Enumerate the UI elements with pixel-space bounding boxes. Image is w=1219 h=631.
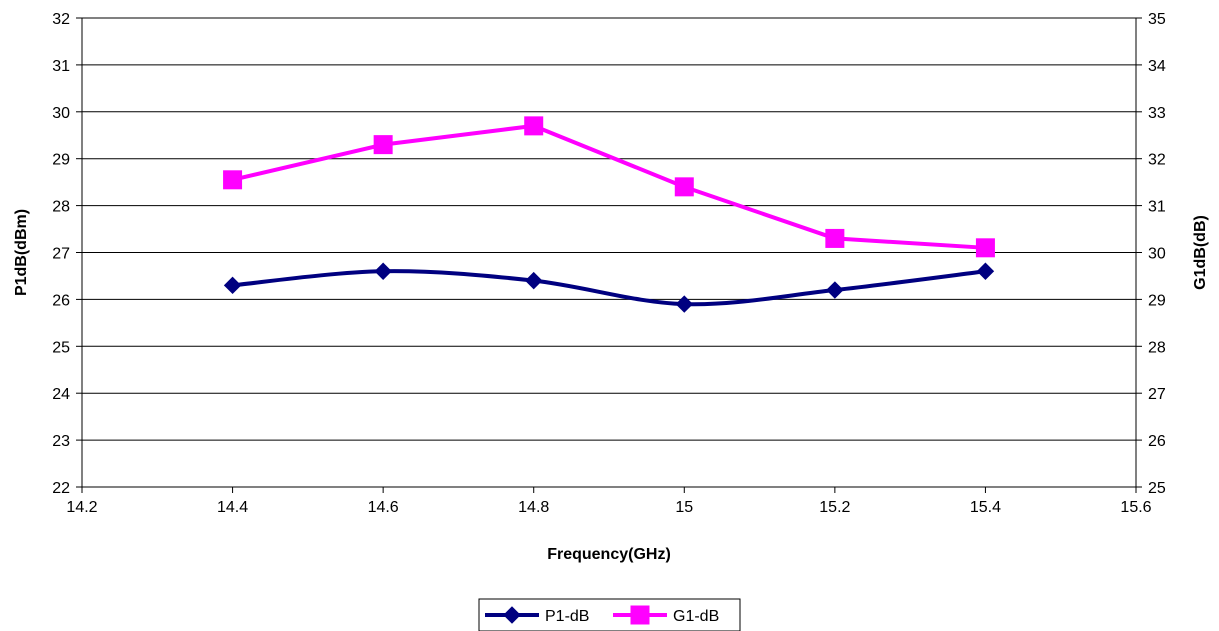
x-tick-label: 15.2	[819, 499, 850, 516]
y-axis-right: 25 26 27 28 29 30 31 32 33 34 35	[1136, 11, 1166, 497]
x-tick-label: 14.4	[217, 499, 248, 516]
data-point-g1-db	[223, 170, 243, 190]
x-tick-label: 15	[675, 499, 693, 516]
data-point-p1-db	[223, 276, 242, 295]
x-tick-label: 14.2	[66, 499, 97, 516]
y2-tick-label: 27	[1148, 386, 1166, 403]
x-tick-label: 14.6	[368, 499, 399, 516]
y2-tick-label: 35	[1148, 11, 1166, 28]
y-tick-label: 30	[52, 105, 70, 122]
y-axis-left-title: P1dB(dBm)	[13, 209, 30, 296]
y-tick-label: 31	[52, 58, 70, 75]
data-point-g1-db	[373, 135, 393, 155]
legend-label-p1-db: P1-dB	[545, 608, 589, 625]
y2-tick-label: 33	[1148, 105, 1166, 122]
data-point-p1-db	[675, 295, 693, 313]
x-axis: 14.2 14.4 14.6 14.8 15 15.2 15.4 15.6	[66, 487, 1152, 516]
y2-tick-label: 31	[1148, 199, 1166, 216]
y-tick-label: 22	[52, 480, 70, 497]
y-tick-label: 29	[52, 152, 70, 169]
y-tick-label: 23	[52, 433, 70, 450]
series-line-g1-db	[232, 123, 986, 250]
legend-marker-p1-db	[503, 606, 521, 624]
series-layer	[223, 116, 995, 313]
y-tick-label: 24	[52, 386, 70, 403]
y-tick-label: 25	[52, 339, 70, 356]
x-tick-label: 15.6	[1120, 499, 1151, 516]
data-point-p1-db	[826, 281, 844, 299]
y-tick-label: 27	[52, 246, 70, 263]
y-tick-label: 28	[52, 199, 70, 216]
y-tick-label: 32	[52, 11, 70, 28]
y2-tick-label: 32	[1148, 152, 1166, 169]
data-point-g1-db	[825, 228, 845, 248]
data-point-g1-db	[674, 177, 694, 197]
y-axis-right-title: G1dB(dB)	[1192, 215, 1209, 290]
data-point-p1-db	[374, 262, 392, 280]
legend-marker-g1-db	[630, 605, 650, 625]
y2-tick-label: 30	[1148, 246, 1166, 263]
legend-label-g1-db: G1-dB	[673, 608, 719, 625]
y2-tick-label: 25	[1148, 480, 1166, 497]
legend: P1-dB G1-dB	[478, 598, 741, 631]
x-tick-label: 15.4	[970, 499, 1001, 516]
y2-tick-label: 26	[1148, 433, 1166, 450]
y2-tick-label: 28	[1148, 339, 1166, 356]
data-point-g1-db	[524, 116, 544, 136]
y-tick-label: 26	[52, 292, 70, 309]
data-point-p1-db	[525, 271, 543, 290]
y2-tick-label: 29	[1148, 292, 1166, 309]
series-line-p1-db	[232, 269, 986, 307]
data-point-g1-db	[975, 238, 995, 258]
series-g1-db	[223, 116, 995, 258]
y2-tick-label: 34	[1148, 58, 1166, 75]
data-point-p1-db	[976, 262, 995, 280]
x-axis-title: Frequency(GHz)	[547, 546, 671, 563]
series-p1-db	[223, 262, 995, 313]
y-axis-left: 22 23 24 25 26 27 28 29 30 31 32	[52, 11, 82, 497]
x-tick-label: 14.8	[518, 499, 549, 516]
